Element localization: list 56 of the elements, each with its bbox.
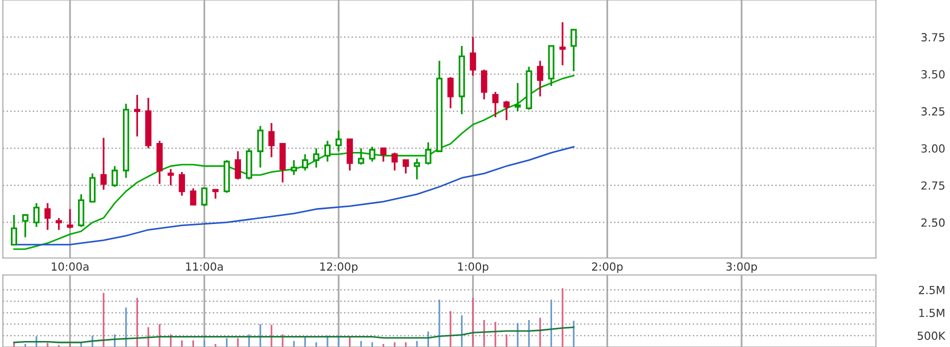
y-tick-label: 3.25 [921,107,944,116]
candlestick [268,122,275,158]
candlestick [33,202,40,228]
candlestick [492,91,499,118]
candlestick [134,94,140,138]
x-tick-label: 2:00p [592,262,623,273]
candlestick [313,147,320,168]
line-series [13,74,574,250]
candlestick [100,137,107,191]
y-tick-label: 500K [918,332,946,340]
x-tick-label: 3:00p [726,262,757,273]
candlestick [402,159,409,174]
candlestick [346,138,353,172]
candlestick [257,125,264,168]
candlestick [570,28,577,72]
candlestick [56,217,62,231]
candlestick [447,76,454,110]
candlestick [178,171,186,197]
candlestick [425,142,432,166]
candlestick [89,172,96,202]
candlestick [358,147,364,166]
y-tick-label: 3.50 [921,70,945,79]
candlestick [44,202,51,231]
y-tick-label: 3.75 [921,33,944,42]
candlestick [10,214,18,246]
candlestick [324,140,331,162]
y-tick-label: 3.00 [921,144,945,153]
candlestick [168,168,174,186]
candlestick [414,158,420,180]
candlestick [369,146,376,162]
y-tick-label: 1.5M [919,308,944,318]
candlestick [392,152,398,172]
candlestick [290,159,298,176]
candlestick [201,187,208,207]
y-tick-label: 2.75 [921,181,944,190]
candlestick [302,153,308,172]
candlestick [480,68,488,100]
y-tick-label: 2.5M [918,286,944,294]
candlestick [234,150,242,180]
x-tick-label: 10:00a [52,262,88,271]
candlestick [559,21,566,66]
y-tick-label: 2.50 [921,218,945,227]
candlestick [336,130,342,152]
candlestick [22,214,28,238]
candlestick [470,36,476,76]
candlestick [112,165,118,188]
line-series [13,326,574,344]
candlestick [380,147,386,162]
x-tick-label: 12:00p [320,262,358,273]
x-tick-label: 1:00p [458,262,488,273]
candlestick [536,60,544,98]
x-tick-label: 11:00a [186,262,223,271]
candlestick [514,82,521,112]
candlestick [190,187,196,206]
candlestick [503,100,510,121]
candlestick [66,208,74,230]
